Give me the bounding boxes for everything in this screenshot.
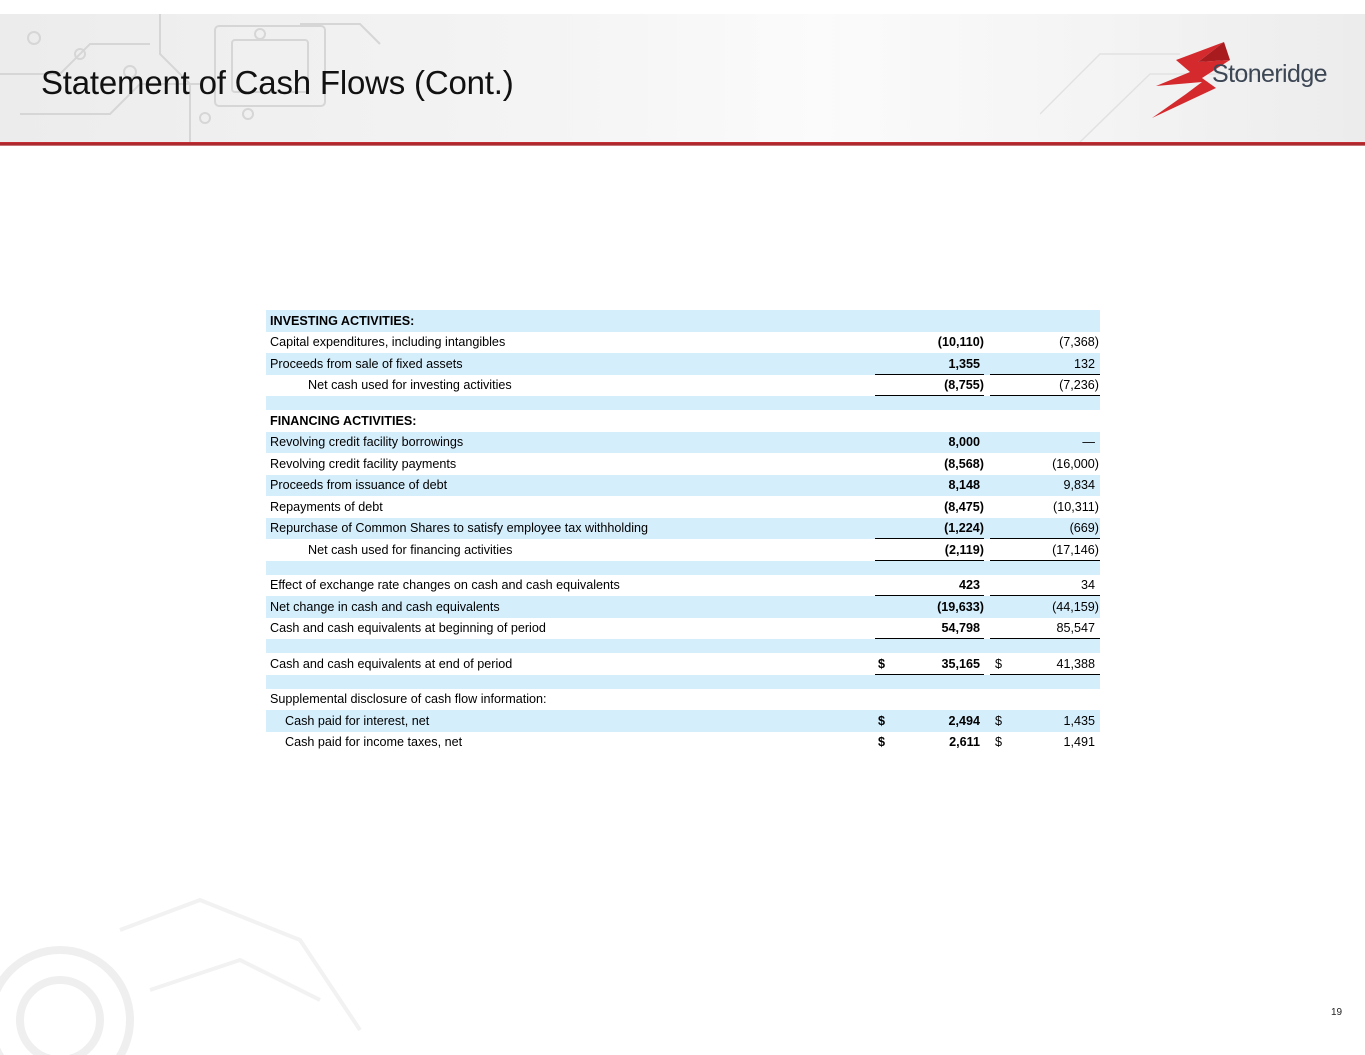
- section-header-financing: FINANCING ACTIVITIES:: [270, 413, 417, 428]
- table-row: Cash paid for income taxes, net $ 2,611 …: [266, 732, 1100, 754]
- row-label: Proceeds from issuance of debt: [270, 478, 448, 493]
- table-row: Repurchase of Common Shares to satisfy e…: [266, 517, 1100, 539]
- row-label: Repurchase of Common Shares to satisfy e…: [270, 521, 649, 536]
- prior-value: 85,547: [1056, 621, 1095, 636]
- subtotal-rule: [990, 638, 1100, 639]
- prior-value: (7,236): [1059, 378, 1099, 393]
- table-row: Revolving credit facility payments (8,56…: [266, 453, 1100, 475]
- current-value: (8,568): [944, 456, 984, 471]
- stoneridge-logo-icon: [1152, 42, 1230, 118]
- current-value: 54,798: [941, 621, 980, 636]
- table-row: Repayments of debt (8,475) (10,311): [266, 496, 1100, 518]
- current-value: (8,755): [944, 378, 984, 393]
- page-title: Statement of Cash Flows (Cont.): [41, 64, 514, 101]
- circuit-background-graphic: [0, 14, 381, 142]
- prior-value: 41,388: [1056, 656, 1095, 671]
- table-row: Proceeds from issuance of debt 8,148 9,8…: [266, 474, 1100, 496]
- table-row: Cash and cash equivalents at beginning o…: [266, 618, 1100, 639]
- prior-value: 1,491: [1063, 735, 1095, 750]
- subtotal-rule: [875, 538, 984, 539]
- prior-value: (17,146): [1052, 542, 1099, 557]
- spacer-row: [266, 560, 1100, 575]
- spacer-row: [266, 674, 1100, 689]
- table-row: Net change in cash and cash equivalents …: [266, 596, 1100, 618]
- currency-symbol: $: [878, 713, 886, 728]
- section-header-investing: INVESTING ACTIVITIES:: [270, 313, 415, 328]
- row-label: Cash and cash equivalents at end of peri…: [270, 656, 513, 671]
- table-row: Net cash used for financing activities (…: [266, 539, 1100, 561]
- current-value: 8,000: [948, 435, 980, 450]
- subtotal-rule: [990, 559, 1100, 561]
- current-value: (10,110): [937, 335, 984, 350]
- row-label: Proceeds from sale of fixed assets: [270, 356, 463, 371]
- current-value: (2,119): [944, 542, 984, 557]
- prior-value: (44,159): [1052, 599, 1099, 614]
- table-row: Cash paid for interest, net $ 2,494 $ 1,…: [266, 710, 1100, 732]
- prior-value: 132: [1073, 356, 1095, 371]
- table-row: Cash and cash equivalents at end of peri…: [266, 653, 1100, 678]
- page-number: 19: [1331, 1007, 1343, 1018]
- row-label: Net cash used for investing activities: [308, 378, 512, 393]
- subtotal-rule: [990, 373, 1100, 375]
- subtotal-rule: [875, 559, 984, 561]
- logo-wordmark: Stoneridge: [1212, 60, 1328, 88]
- currency-symbol: $: [878, 735, 886, 750]
- current-value: 2,494: [948, 713, 980, 728]
- prior-value: (7,368): [1059, 335, 1099, 350]
- engine-watermark-graphic: [0, 897, 362, 1055]
- subtotal-rule: [875, 638, 984, 639]
- prior-value: (10,311): [1053, 499, 1099, 514]
- currency-symbol: $: [995, 656, 1003, 671]
- prior-value: —: [1082, 435, 1095, 450]
- current-value: (1,224): [944, 521, 984, 536]
- row-label: Cash and cash equivalents at beginning o…: [270, 621, 546, 636]
- row-label: Revolving credit facility borrowings: [270, 435, 464, 450]
- current-value: 423: [958, 578, 980, 593]
- table-row: Supplemental disclosure of cash flow inf…: [266, 689, 1100, 711]
- table-row: Effect of exchange rate changes on cash …: [266, 575, 1100, 596]
- row-label: Cash paid for income taxes, net: [285, 735, 463, 750]
- table-row: FINANCING ACTIVITIES:: [266, 410, 1100, 432]
- table-row: Net cash used for investing activities (…: [266, 375, 1100, 396]
- header-right-texture: [1040, 53, 1260, 142]
- table-row: INVESTING ACTIVITIES:: [266, 310, 1100, 332]
- prior-value: (16,000): [1052, 456, 1099, 471]
- subtotal-rule: [875, 395, 984, 396]
- prior-value: (669): [1069, 521, 1099, 536]
- currency-symbol: $: [995, 713, 1003, 728]
- current-value: (19,633): [937, 599, 984, 614]
- current-value: 1,355: [948, 356, 980, 371]
- table-row: Revolving credit facility borrowings 8,0…: [266, 431, 1100, 453]
- header-band: [0, 14, 1365, 142]
- row-label: Repayments of debt: [270, 499, 383, 514]
- subtotal-rule: [990, 595, 1100, 596]
- cash-flow-table: INVESTING ACTIVITIES: Capital expenditur…: [266, 310, 1100, 753]
- currency-symbol: $: [878, 656, 886, 671]
- current-value: 8,148: [948, 478, 980, 493]
- currency-symbol: $: [995, 735, 1003, 750]
- current-value: 2,611: [949, 735, 980, 750]
- row-label: Revolving credit facility payments: [270, 456, 457, 471]
- prior-value: 9,834: [1063, 478, 1095, 493]
- section-header-supplemental: Supplemental disclosure of cash flow inf…: [270, 692, 547, 707]
- prior-value: 1,435: [1063, 713, 1095, 728]
- row-label: Net change in cash and cash equivalents: [270, 599, 500, 614]
- table-row: Capital expenditures, including intangib…: [266, 332, 1100, 354]
- current-value: (8,475): [944, 499, 984, 514]
- spacer-row: [266, 639, 1100, 653]
- row-label: Capital expenditures, including intangib…: [270, 335, 506, 350]
- prior-value: 34: [1080, 578, 1095, 593]
- row-label: Cash paid for interest, net: [285, 713, 430, 728]
- subtotal-rule: [875, 595, 984, 596]
- row-label: Net cash used for financing activities: [308, 542, 513, 557]
- row-label: Effect of exchange rate changes on cash …: [270, 578, 620, 593]
- subtotal-rule: [875, 373, 984, 375]
- subtotal-rule: [990, 395, 1100, 396]
- table-row: Proceeds from sale of fixed assets 1,355…: [266, 353, 1100, 375]
- current-value: 35,165: [941, 656, 980, 671]
- subtotal-rule: [990, 538, 1100, 539]
- header-red-rule: [0, 142, 1365, 146]
- spacer-row: [266, 396, 1100, 410]
